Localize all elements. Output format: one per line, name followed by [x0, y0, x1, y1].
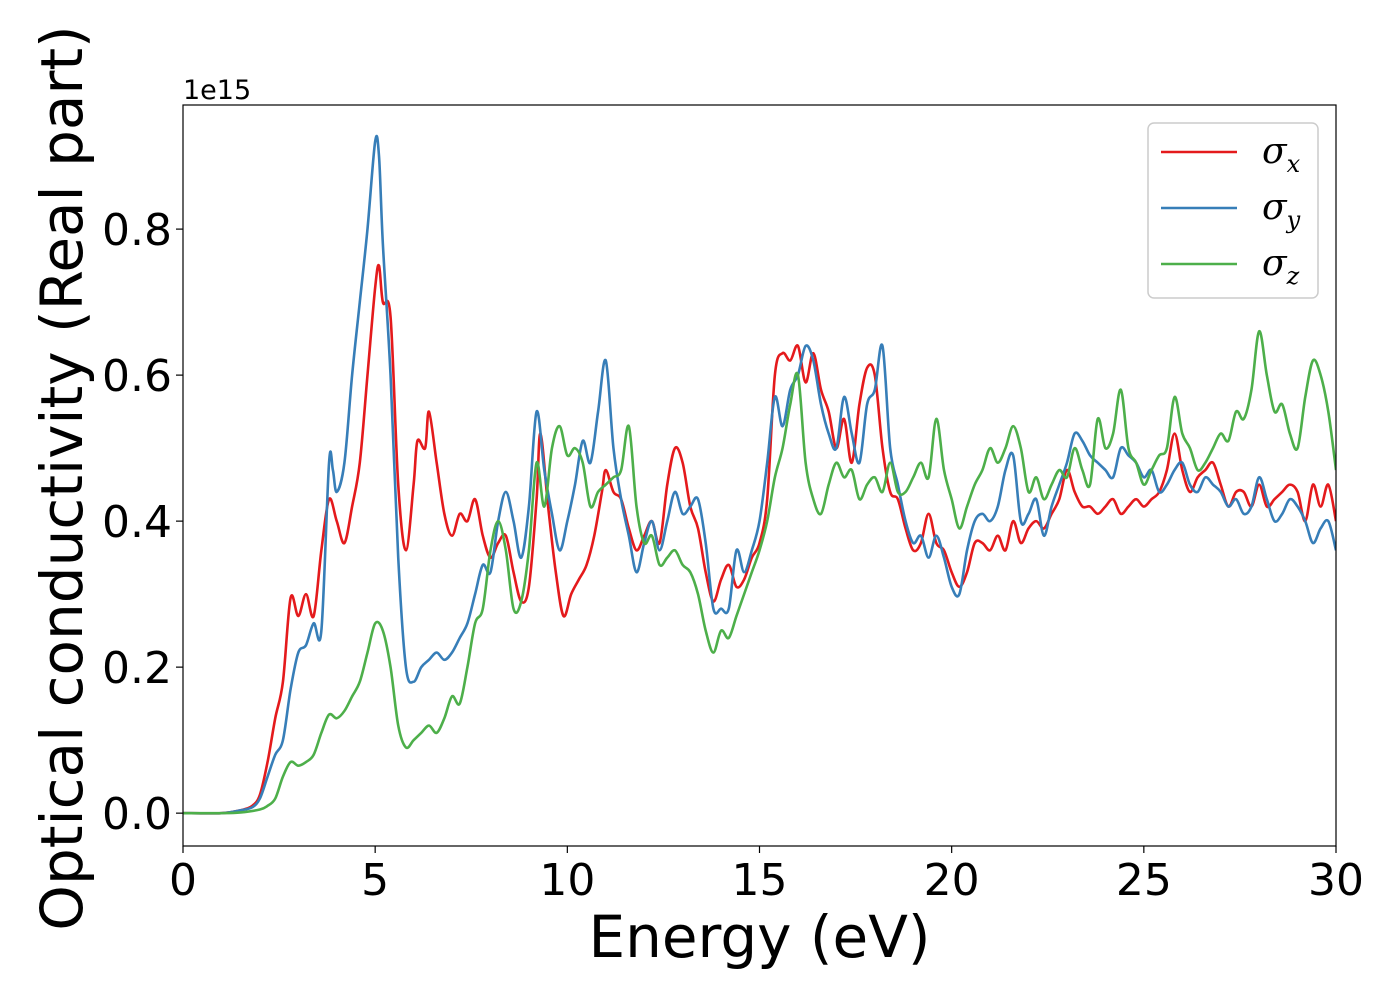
- y-offset-label: 1e15: [183, 75, 251, 106]
- legend-label-y: σy: [1262, 187, 1301, 234]
- y-tick-label: 0.6: [102, 351, 172, 402]
- series-line-x: [183, 263, 1336, 815]
- y-tick-label: 0.2: [102, 643, 172, 694]
- x-tick-label: 15: [732, 855, 788, 906]
- y-tick-label: 0.0: [102, 789, 172, 840]
- x-axis-title: Energy (eV): [588, 903, 930, 971]
- x-tick-label: 25: [1116, 855, 1172, 906]
- series-line-y: [183, 134, 1336, 815]
- x-tick-label: 0: [169, 855, 197, 906]
- legend-label-z: σz: [1262, 243, 1300, 290]
- legend: σx σy σz: [1147, 122, 1319, 299]
- x-tick-label: 5: [361, 855, 389, 906]
- y-axis: 0.0 0.2 0.4 0.6 0.8: [102, 205, 183, 840]
- legend-label-x: σx: [1262, 131, 1301, 178]
- legend-frame: [1147, 122, 1319, 299]
- series-layer: [183, 134, 1336, 815]
- y-tick-label: 0.4: [102, 497, 172, 548]
- x-tick-label: 10: [539, 855, 595, 906]
- y-tick-label: 0.8: [102, 205, 172, 256]
- y-axis-title: Optical conductivity (Real part): [28, 25, 96, 930]
- x-tick-label: 20: [924, 855, 980, 906]
- x-tick-label: 30: [1308, 855, 1364, 906]
- series-line-z: [183, 330, 1336, 815]
- x-axis: 0 5 10 15 20 25 30: [169, 846, 1364, 906]
